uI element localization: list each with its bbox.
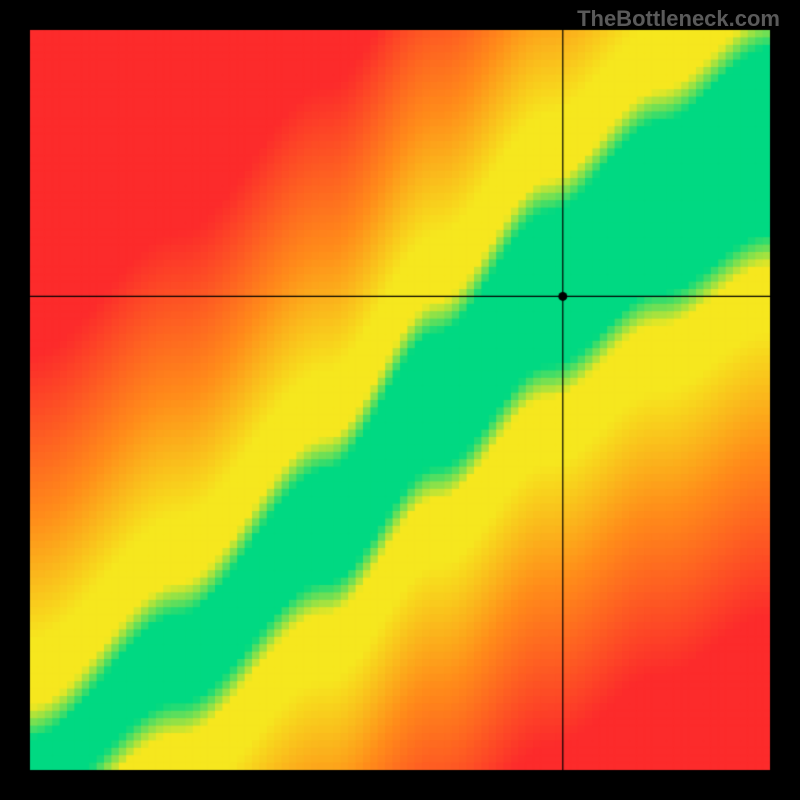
chart-container: TheBottleneck.com <box>0 0 800 800</box>
bottleneck-heatmap <box>0 0 800 800</box>
attribution-text: TheBottleneck.com <box>577 6 780 32</box>
